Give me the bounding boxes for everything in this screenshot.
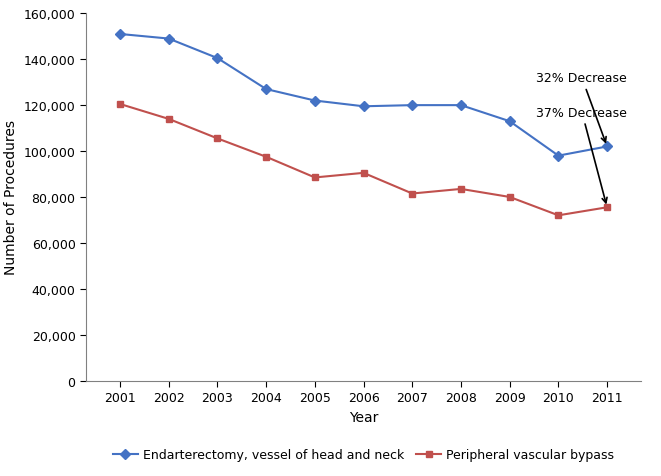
Peripheral vascular bypass: [116, 102, 124, 108]
Endarterectomy, vessel of head and neck: [603, 144, 611, 150]
Endarterectomy, vessel of head and neck: [262, 87, 270, 93]
Peripheral vascular bypass: [360, 170, 368, 176]
Peripheral vascular bypass: [214, 136, 221, 142]
Endarterectomy, vessel of head and neck: [408, 103, 416, 109]
Endarterectomy, vessel of head and neck: [311, 99, 319, 104]
Line: Peripheral vascular bypass: Peripheral vascular bypass: [116, 101, 611, 219]
Peripheral vascular bypass: [408, 191, 416, 197]
Endarterectomy, vessel of head and neck: [116, 32, 124, 38]
Peripheral vascular bypass: [555, 213, 563, 219]
Legend: Endarterectomy, vessel of head and neck, Peripheral vascular bypass: Endarterectomy, vessel of head and neck,…: [106, 442, 621, 467]
Peripheral vascular bypass: [165, 117, 173, 122]
Peripheral vascular bypass: [506, 195, 514, 200]
X-axis label: Year: Year: [349, 410, 378, 424]
Endarterectomy, vessel of head and neck: [555, 153, 563, 159]
Text: 32% Decrease: 32% Decrease: [537, 72, 627, 143]
Endarterectomy, vessel of head and neck: [506, 119, 514, 125]
Endarterectomy, vessel of head and neck: [360, 104, 368, 110]
Line: Endarterectomy, vessel of head and neck: Endarterectomy, vessel of head and neck: [116, 31, 611, 160]
Peripheral vascular bypass: [311, 175, 319, 181]
Peripheral vascular bypass: [603, 205, 611, 211]
Text: 37% Decrease: 37% Decrease: [537, 106, 627, 203]
Peripheral vascular bypass: [457, 187, 465, 192]
Endarterectomy, vessel of head and neck: [214, 56, 221, 62]
Peripheral vascular bypass: [262, 155, 270, 160]
Endarterectomy, vessel of head and neck: [165, 37, 173, 42]
Y-axis label: Number of Procedures: Number of Procedures: [4, 120, 18, 275]
Endarterectomy, vessel of head and neck: [457, 103, 465, 109]
